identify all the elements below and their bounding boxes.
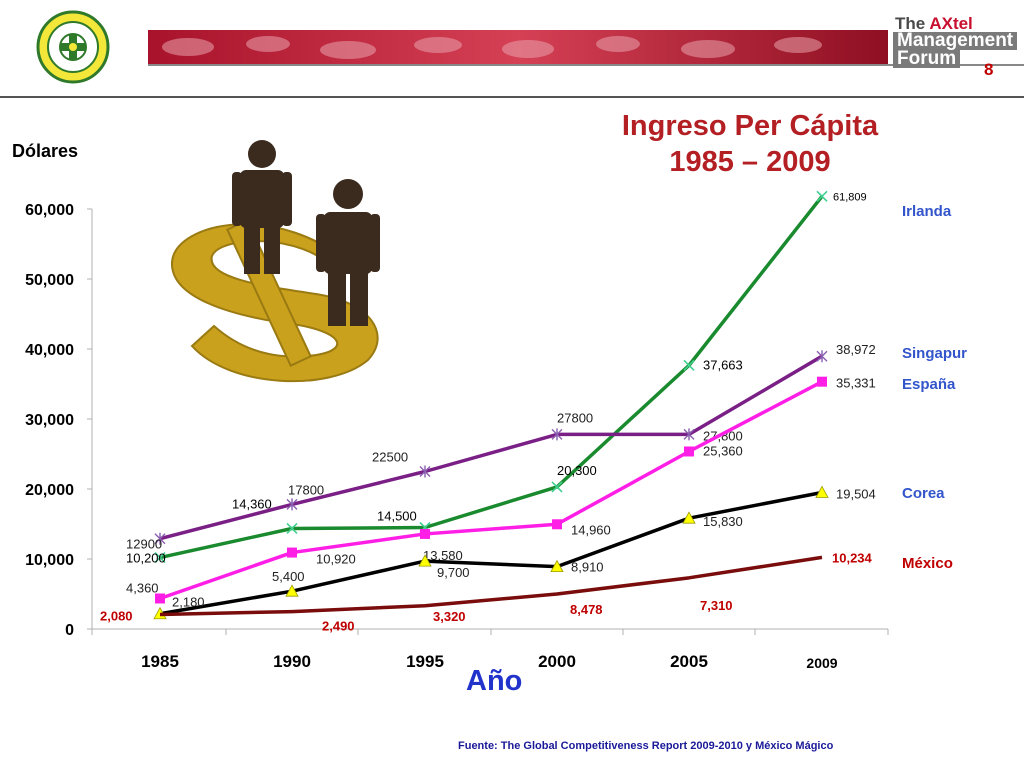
y-axis-label: Dólares [12,141,79,161]
x-tick-label: 2005 [670,652,708,671]
y-tick-label: 40,000 [25,342,74,359]
data-label: 8,910 [571,560,604,575]
chart-axes: 0 10,000 20,000 30,000 40,000 50,000 60,000 198… [25,202,889,671]
data-label: 19,504 [836,486,876,501]
y-tick-label: 60,000 [25,202,74,219]
data-point [286,522,298,535]
data-point [816,350,828,363]
data-label: 10,200 [126,551,166,566]
data-point [683,428,695,441]
data-point [154,552,166,564]
data-point [418,554,432,567]
series-m-xico: 2,080 2,490 3,320 8,478 7,310 10,234 [100,550,873,633]
data-label: 3,320 [433,609,466,624]
legend-entry: Corea [902,485,945,502]
series-line [159,380,823,601]
data-label: 15,830 [703,514,743,529]
data-label: 2,180 [172,595,205,610]
legend-entry: Irlanda [902,203,952,220]
data-point [286,498,298,511]
series-line [159,490,823,616]
dollar-people-illustration [170,140,380,383]
data-label: 12900 [126,537,162,552]
series-line [159,354,823,541]
brand-line-3: Forum [893,49,961,68]
data-label: 27800 [557,410,593,425]
data-label: 9,700 [437,565,470,580]
data-label: 38,972 [836,342,876,357]
data-point [551,428,563,441]
data-label: 7,310 [700,598,733,613]
data-point [550,559,564,573]
data-point [682,511,696,524]
data-label: 22500 [372,450,408,465]
legend: Irlanda Singapur España Corea México [902,203,967,572]
data-label: 14,500 [377,509,417,524]
chart-subtitle: 1985 – 2009 [669,146,831,178]
series-line [159,555,823,617]
data-label: 20,300 [557,463,597,478]
header-banner [148,30,888,64]
data-point [551,481,563,493]
x-tick-label: 1985 [141,652,179,671]
x-tick-label: 1995 [406,652,444,671]
brand-line-1: The AXtel [895,14,973,33]
data-point [817,376,827,387]
series-layer: 10,200 14,360 14,500 20,300 37,663 61,809 1290… [100,190,876,634]
university-seal-icon [36,10,110,84]
slide-header: The AXtel Management Forum 8 [0,0,1024,100]
data-label: 10,234 [832,550,873,565]
source-note: Fuente: The Global Competitiveness Repor… [458,740,834,752]
data-label: 2,080 [100,608,133,623]
data-label: 5,400 [272,569,305,584]
data-label: 13,580 [423,548,463,563]
data-label: 61,809 [833,191,867,203]
legend-entry: México [902,555,953,572]
data-point [154,532,166,545]
series-espa-a: 4,360 10,920 13,580 14,960 25,360 35,331 [126,376,876,604]
data-label: 37,663 [703,357,743,372]
series-line [159,195,824,560]
data-label: 8,478 [570,602,603,617]
y-tick-label: 50,000 [25,272,74,289]
data-point [683,359,695,371]
data-label: 4,360 [126,580,159,595]
slide-number: 8 [984,60,994,79]
data-point [816,190,828,202]
data-label: 2,490 [322,619,355,634]
legend-entry: España [902,376,956,393]
data-point [552,519,562,530]
header-rule [0,96,1024,98]
data-label: 10,920 [316,552,356,567]
banner-underline [148,64,1024,66]
series-irlanda: 10,200 14,360 14,500 20,300 37,663 61,809 [126,190,867,566]
data-point [684,446,694,457]
data-point [155,593,165,604]
chart-title: Ingreso Per Cápita [621,110,879,142]
data-point [287,547,297,558]
brand-logo: The AXtel Management Forum [893,8,1021,68]
y-tick-label: 10,000 [25,552,74,569]
x-tick-label: 2000 [538,652,576,671]
data-point [419,465,431,478]
data-label: 25,360 [703,443,743,458]
data-point [420,528,430,539]
y-tick-label: 30,000 [25,412,74,429]
data-label: 14,360 [232,496,272,511]
x-tick-label: 1990 [273,652,311,671]
x-axis-label: Año [466,665,523,697]
data-label: 17800 [288,482,324,497]
x-tick-label: 2009 [806,655,837,671]
data-label: 35,331 [836,376,876,391]
y-tick-label: 20,000 [25,482,74,499]
data-label: 14,960 [571,522,611,537]
data-point [285,584,299,597]
y-tick-label: 0 [65,622,74,639]
data-point [815,485,829,498]
brand-line-2: Management [893,31,1018,50]
legend-entry: Singapur [902,345,967,362]
